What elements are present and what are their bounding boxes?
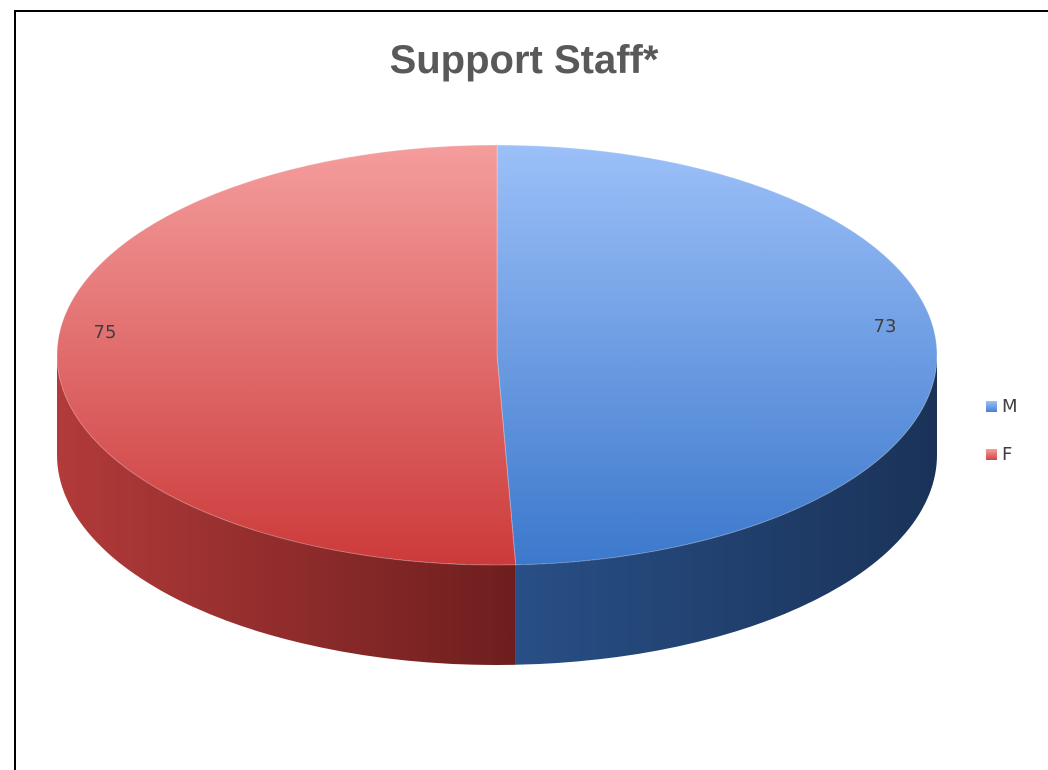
legend-label-m: M xyxy=(1002,395,1018,417)
pie-side-m xyxy=(515,355,937,665)
data-label-f: 75 xyxy=(94,322,117,343)
legend: M F xyxy=(986,394,1018,490)
legend-item-f: F xyxy=(986,442,1018,466)
pie-slice-f xyxy=(56,144,517,566)
legend-label-f: F xyxy=(1002,443,1013,465)
legend-item-m: M xyxy=(986,394,1018,418)
pie-side-f xyxy=(57,355,516,665)
chart-title: Support Staff* xyxy=(389,38,659,82)
legend-swatch-m xyxy=(986,400,997,412)
legend-swatch-f xyxy=(986,448,997,460)
data-label-m: 73 xyxy=(874,316,897,337)
pie-slice-m xyxy=(496,144,938,566)
